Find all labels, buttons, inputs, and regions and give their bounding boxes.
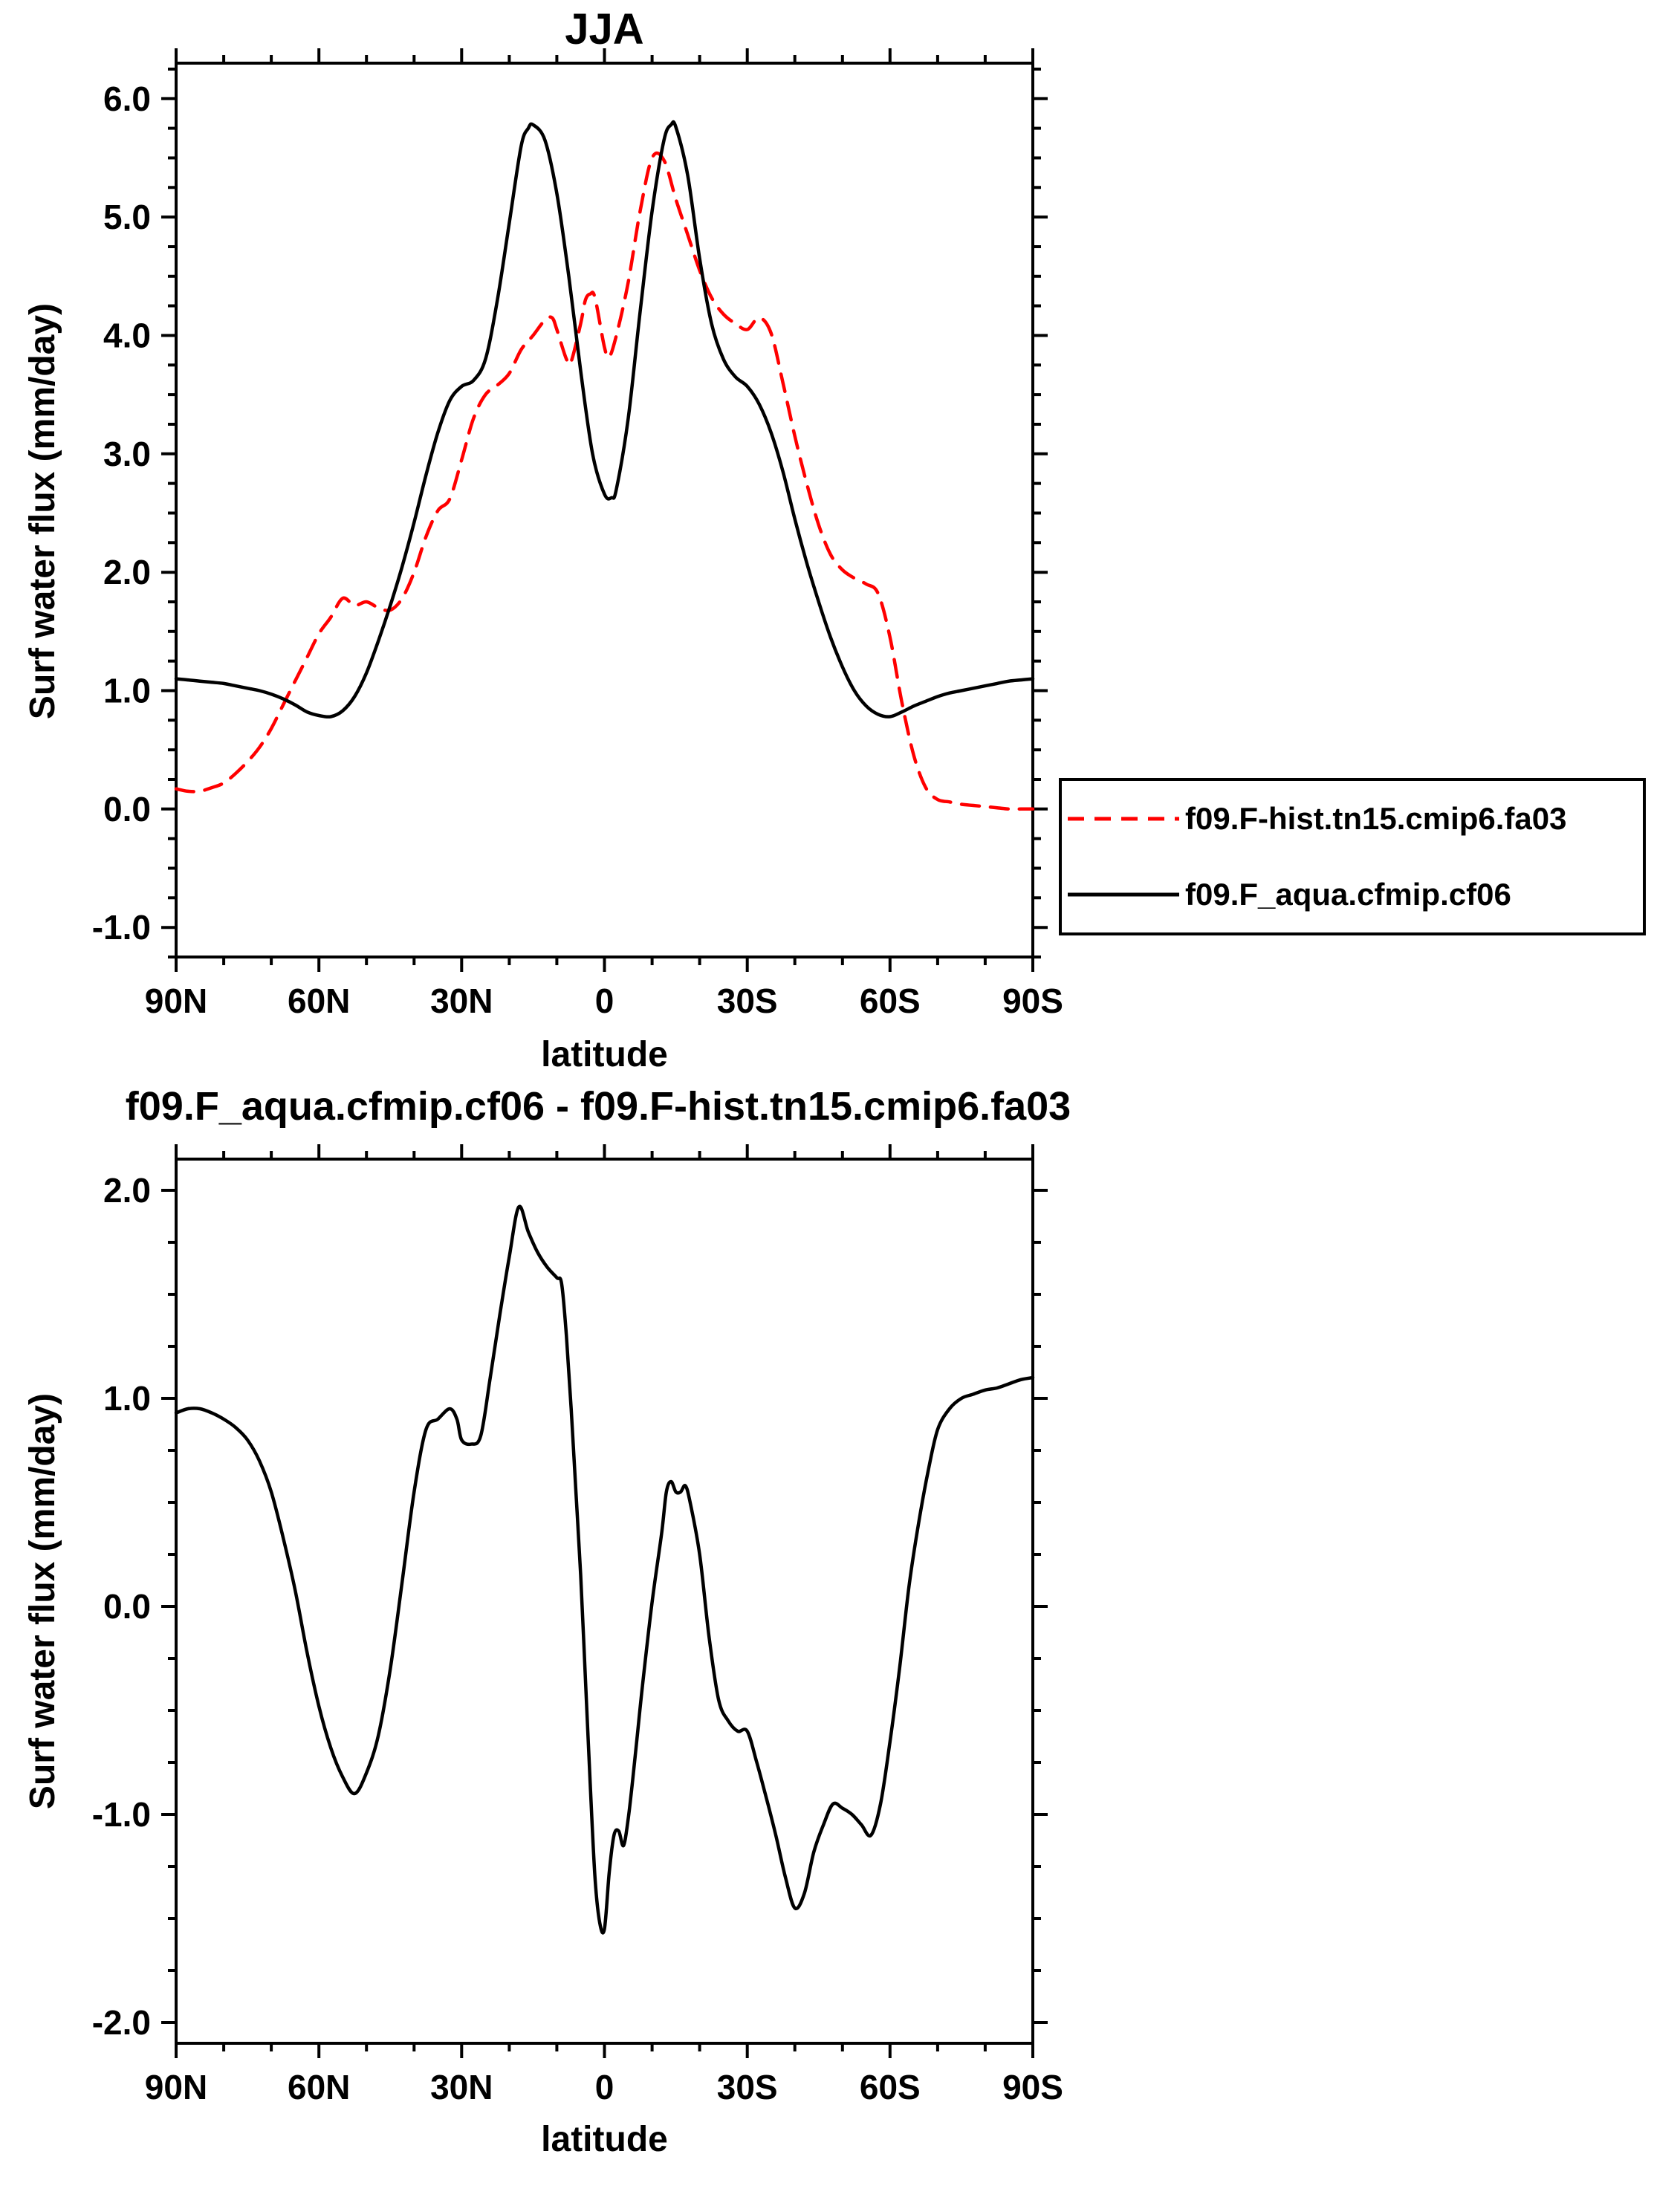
y-tick-label: 3.0	[103, 435, 151, 473]
y-tick-label: 1.0	[103, 1379, 151, 1418]
y-tick-label: -1.0	[92, 908, 151, 947]
legend-item-aqua: f09.F_aqua.cfmip.cf06	[1062, 857, 1643, 932]
y-tick-label: -1.0	[92, 1795, 151, 1834]
x-tick-label: 90S	[1002, 2068, 1063, 2106]
bottom-chart-title: f09.F_aqua.cfmip.cf06 - f09.F-hist.tn15.…	[125, 1084, 1071, 1129]
top-chart-title: JJA	[565, 5, 644, 53]
y-tick-label: -2.0	[92, 2003, 151, 2042]
y-tick-label: 0.0	[103, 1587, 151, 1626]
series-line-solid	[174, 120, 1035, 719]
top-chart-ylabel: Surf water flux (mm/day)	[23, 302, 62, 720]
x-tick-label: 60S	[860, 982, 921, 1020]
bottom-chart-xlabel: latitude	[541, 2120, 668, 2159]
bottom-chart-ylabel: Surf water flux (mm/day)	[23, 1392, 62, 1810]
y-tick-label: 0.0	[103, 790, 151, 828]
legend-label-hist: f09.F-hist.tn15.cmip6.fa03	[1185, 801, 1567, 836]
x-tick-label: 90S	[1002, 982, 1063, 1020]
series-line-dashed	[174, 151, 1035, 811]
x-tick-label: 30N	[430, 982, 493, 1020]
bottom-chart: 90N 60N 30N 0 30S 60S 90S -2.0 -1.0 0.0 1.0 2.0	[92, 1144, 1063, 2106]
y-tick-label: 5.0	[103, 198, 151, 236]
plot-frame	[175, 62, 1034, 958]
x-tick-label: 60N	[288, 2068, 350, 2106]
x-tick-label: 90N	[145, 2068, 207, 2106]
x-tick-label: 0	[595, 982, 614, 1020]
top-chart: 90N 60N 30N 0 30S 60S 90S -1.0 0.0 1.0 2.0 3.0 4.0 5.…	[92, 48, 1063, 1020]
y-tick-label: 1.0	[103, 672, 151, 710]
y-tick-label: 4.0	[103, 317, 151, 355]
x-tick-label: 30N	[430, 2068, 493, 2106]
legend-label-aqua: f09.F_aqua.cfmip.cf06	[1185, 877, 1511, 912]
solid-line-sample-icon	[1068, 892, 1179, 897]
series-line-solid	[174, 1204, 1035, 1935]
plot-frame	[175, 1158, 1034, 2045]
y-tick-label: 6.0	[103, 80, 151, 118]
dashed-line-sample-icon	[1068, 817, 1179, 821]
y-tick-label: 2.0	[103, 1171, 151, 1210]
x-tick-label: 60S	[860, 2068, 921, 2106]
x-tick-label: 30S	[717, 2068, 778, 2106]
x-tick-label: 60N	[288, 982, 350, 1020]
legend-item-hist: f09.F-hist.tn15.cmip6.fa03	[1062, 781, 1643, 857]
x-tick-label: 0	[595, 2068, 614, 2106]
top-chart-xlabel: latitude	[541, 1035, 668, 1074]
legend: f09.F-hist.tn15.cmip6.fa03 f09.F_aqua.cf…	[1059, 778, 1646, 935]
x-tick-label: 30S	[717, 982, 778, 1020]
y-tick-label: 2.0	[103, 553, 151, 591]
x-tick-label: 90N	[145, 982, 207, 1020]
